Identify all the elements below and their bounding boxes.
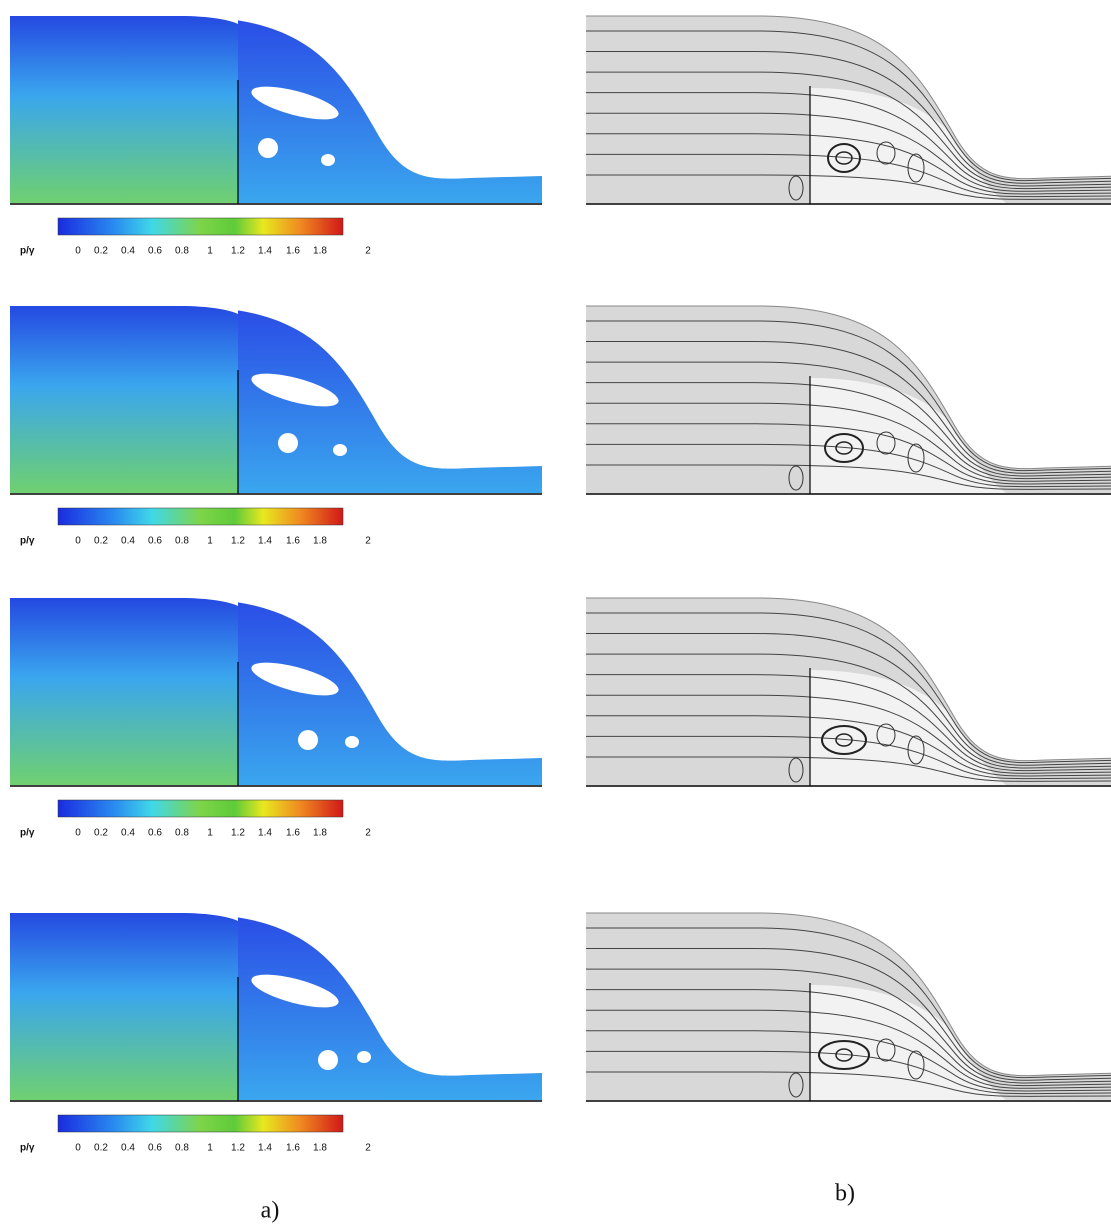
colorbar-label: p/γ <box>20 828 35 839</box>
colorbar-tick: 0 <box>75 828 81 839</box>
colorbar-tick: 0.4 <box>121 246 135 257</box>
colorbar-tick: 0.6 <box>148 536 162 547</box>
colorbar-tick: 1.2 <box>231 536 245 547</box>
colorbar-tick: 0.2 <box>94 246 108 257</box>
wake-region <box>810 985 1006 1100</box>
colorbar-tick: 1.4 <box>258 246 272 257</box>
pressure-panel <box>10 298 542 494</box>
page: {"panels": [ {"colorbar": {"label": "p/γ… <box>0 0 1111 1232</box>
reservoir <box>10 298 238 493</box>
colorbar-tick: 2 <box>365 1143 371 1154</box>
air-pocket <box>333 444 347 456</box>
figure: a) b) p/γ 0 0.2 0.4 0.6 0.8 1 1.2 1.4 1.6 1.8 2 p/γ 0… <box>0 0 1111 1232</box>
colorbar: p/γ 0 0.2 0.4 0.6 0.8 1 1.2 1.4 1.6 1.8 2 <box>20 1115 371 1154</box>
colorbar-tick: 1 <box>207 828 213 839</box>
wake-region <box>810 378 1006 493</box>
colorbar-label: p/γ <box>20 1143 35 1154</box>
colorbar-tick: 0.8 <box>175 536 189 547</box>
colorbar-label: p/γ <box>20 536 35 547</box>
colorbar-tick: 1.4 <box>258 536 272 547</box>
colorbar-tick: 0.4 <box>121 1143 135 1154</box>
air-pocket <box>357 1051 371 1063</box>
colorbar-tick: 1.8 <box>313 246 327 257</box>
air-pocket <box>321 154 335 166</box>
colorbar-tick: 0.6 <box>148 1143 162 1154</box>
caption-b: b) <box>835 1181 855 1207</box>
colorbar-tick: 1 <box>207 536 213 547</box>
colorbar-gradient <box>58 218 343 235</box>
streamline-panel <box>586 598 1111 786</box>
colorbar-tick: 0.6 <box>148 828 162 839</box>
colorbar-gradient <box>58 508 343 525</box>
colorbar-tick: 0.8 <box>175 828 189 839</box>
air-pocket <box>258 138 278 158</box>
reservoir <box>10 905 238 1100</box>
reservoir <box>10 8 238 203</box>
caption-a: a) <box>261 1198 280 1224</box>
colorbar-tick: 0.2 <box>94 1143 108 1154</box>
colorbar-tick: 2 <box>365 246 371 257</box>
colorbar-tick: 1 <box>207 1143 213 1154</box>
colorbar-tick: 1.6 <box>286 1143 300 1154</box>
colorbar-tick: 1.8 <box>313 1143 327 1154</box>
colorbar-tick: 0 <box>75 246 81 257</box>
colorbar-tick: 1.8 <box>313 536 327 547</box>
colorbar-tick: 1.8 <box>313 828 327 839</box>
colorbar: p/γ 0 0.2 0.4 0.6 0.8 1 1.2 1.4 1.6 1.8 2 <box>20 800 371 839</box>
colorbar-tick: 0.2 <box>94 828 108 839</box>
streamline-panel <box>586 913 1111 1101</box>
air-pocket <box>278 433 298 453</box>
colorbar-tick: 0.8 <box>175 246 189 257</box>
colorbar-tick: 1.6 <box>286 828 300 839</box>
colorbar-tick: 0 <box>75 536 81 547</box>
colorbar-tick: 0.4 <box>121 828 135 839</box>
colorbar-tick: 0.6 <box>148 246 162 257</box>
colorbar-tick: 1.4 <box>258 1143 272 1154</box>
colorbar-tick: 2 <box>365 828 371 839</box>
pressure-panel <box>10 590 542 786</box>
colorbar-tick: 0.2 <box>94 536 108 547</box>
colorbar-tick: 0.4 <box>121 536 135 547</box>
colorbar-tick: 1.6 <box>286 246 300 257</box>
colorbar-tick: 1.4 <box>258 828 272 839</box>
colorbar-tick: 1.6 <box>286 536 300 547</box>
colorbar-tick: 0 <box>75 1143 81 1154</box>
streamline-panel <box>586 16 1111 204</box>
air-pocket <box>318 1050 338 1070</box>
wake-region <box>810 670 1006 785</box>
colorbar-tick: 1.2 <box>231 1143 245 1154</box>
colorbar-tick: 1 <box>207 246 213 257</box>
air-pocket <box>298 730 318 750</box>
colorbar-tick: 1.2 <box>231 246 245 257</box>
streamline-panel <box>586 306 1111 494</box>
reservoir <box>10 590 238 785</box>
colorbar-gradient <box>58 1115 343 1132</box>
colorbar-gradient <box>58 800 343 817</box>
air-pocket <box>345 736 359 748</box>
colorbar-label: p/γ <box>20 246 35 257</box>
colorbar-tick: 1.2 <box>231 828 245 839</box>
pressure-panel <box>10 8 542 204</box>
colorbar: p/γ 0 0.2 0.4 0.6 0.8 1 1.2 1.4 1.6 1.8 2 <box>20 218 371 257</box>
colorbar-tick: 2 <box>365 536 371 547</box>
colorbar-tick: 0.8 <box>175 1143 189 1154</box>
pressure-panel <box>10 905 542 1101</box>
colorbar: p/γ 0 0.2 0.4 0.6 0.8 1 1.2 1.4 1.6 1.8 2 <box>20 508 371 547</box>
